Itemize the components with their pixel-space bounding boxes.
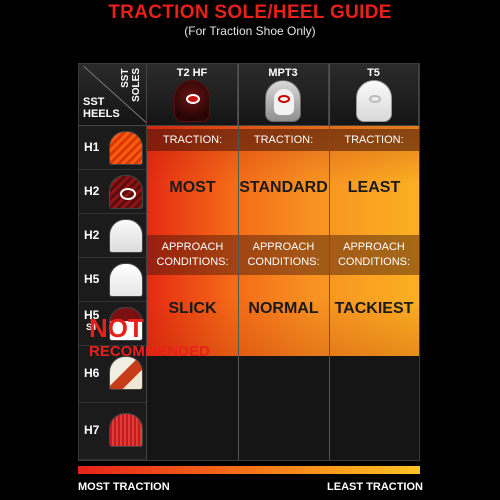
heel-sub-code: ST bbox=[86, 322, 98, 332]
heel-row-h6: H6 bbox=[79, 346, 147, 403]
soles-axis-label: SST SOLES bbox=[120, 68, 142, 102]
not-recommended-area bbox=[147, 356, 419, 460]
heel-h2-red-icon bbox=[109, 175, 143, 209]
scale-left-label: MOST TRACTION bbox=[78, 481, 170, 493]
sole-label: T2 HF bbox=[176, 67, 208, 79]
page-title: TRACTION SOLE/HEEL GUIDE bbox=[108, 2, 392, 23]
traction-header: TRACTION: bbox=[329, 129, 419, 151]
traction-value: LEAST bbox=[347, 179, 401, 196]
column-divider bbox=[329, 64, 330, 460]
sole-header-t2hf: T2 HF bbox=[147, 64, 238, 126]
approach-value: TACKIEST bbox=[334, 300, 414, 317]
column-divider bbox=[238, 64, 239, 460]
recommended-label: RECOMMENDED bbox=[89, 343, 210, 360]
heel-row-h2: H2 bbox=[79, 170, 147, 214]
heel-code: H2 bbox=[84, 228, 100, 242]
sole-t5-icon bbox=[355, 80, 392, 122]
traction-value: MOST bbox=[169, 179, 216, 196]
sole-label: T5 bbox=[367, 67, 380, 79]
corner-header: SST SOLES SST HEELS bbox=[79, 64, 147, 126]
heel-row-h7: H7 bbox=[79, 403, 147, 460]
sole-header-t5: T5 bbox=[329, 64, 419, 126]
heel-code: H1 bbox=[84, 140, 100, 154]
heel-code: H5 bbox=[84, 272, 100, 286]
heel-h5st-icon bbox=[109, 307, 143, 341]
heel-h2-white-icon bbox=[109, 219, 143, 253]
heels-axis-label: SST HEELS bbox=[83, 96, 120, 120]
sole-mpt3-icon bbox=[265, 80, 301, 122]
heel-h1-icon bbox=[109, 131, 143, 165]
page-subtitle: (For Traction Shoe Only) bbox=[184, 24, 316, 38]
approach-value: NORMAL bbox=[248, 300, 319, 317]
traction-header: TRACTION: bbox=[147, 129, 238, 151]
not-label: NOT bbox=[89, 313, 144, 343]
heel-code: H6 bbox=[84, 366, 100, 380]
heel-row-h1: H1 bbox=[79, 126, 147, 170]
heel-h6-icon bbox=[109, 356, 143, 390]
heel-row-h2-white: H2 bbox=[79, 214, 147, 258]
recommendation-area: TRACTION: TRACTION: TRACTION: MOST STAND… bbox=[147, 126, 419, 356]
heel-code: H5 ST bbox=[84, 308, 100, 332]
sole-label: MPT3 bbox=[268, 67, 298, 79]
heel-code: H2 bbox=[84, 184, 100, 198]
heel-row-h5: H5 bbox=[79, 258, 147, 302]
approach-header: APPROACH CONDITIONS: bbox=[147, 235, 238, 275]
sole-header-mpt3: MPT3 bbox=[238, 64, 329, 126]
approach-header: APPROACH CONDITIONS: bbox=[238, 235, 329, 275]
guide-table: SST SOLES SST HEELS T2 HF MPT3 T5 H1 H2 … bbox=[78, 63, 420, 461]
approach-value: SLICK bbox=[168, 300, 217, 317]
traction-value: STANDARD bbox=[239, 179, 328, 196]
heel-row-h5st: H5 ST bbox=[79, 302, 147, 346]
approach-header: APPROACH CONDITIONS: bbox=[329, 235, 419, 275]
traction-scale-bar bbox=[78, 466, 420, 474]
heel-h5-icon bbox=[109, 263, 143, 297]
heel-h7-icon bbox=[109, 413, 143, 447]
traction-header: TRACTION: bbox=[238, 129, 329, 151]
scale-right-label: LEAST TRACTION bbox=[327, 481, 423, 493]
heel-code: H7 bbox=[84, 423, 100, 437]
sole-t2-icon bbox=[174, 80, 210, 122]
